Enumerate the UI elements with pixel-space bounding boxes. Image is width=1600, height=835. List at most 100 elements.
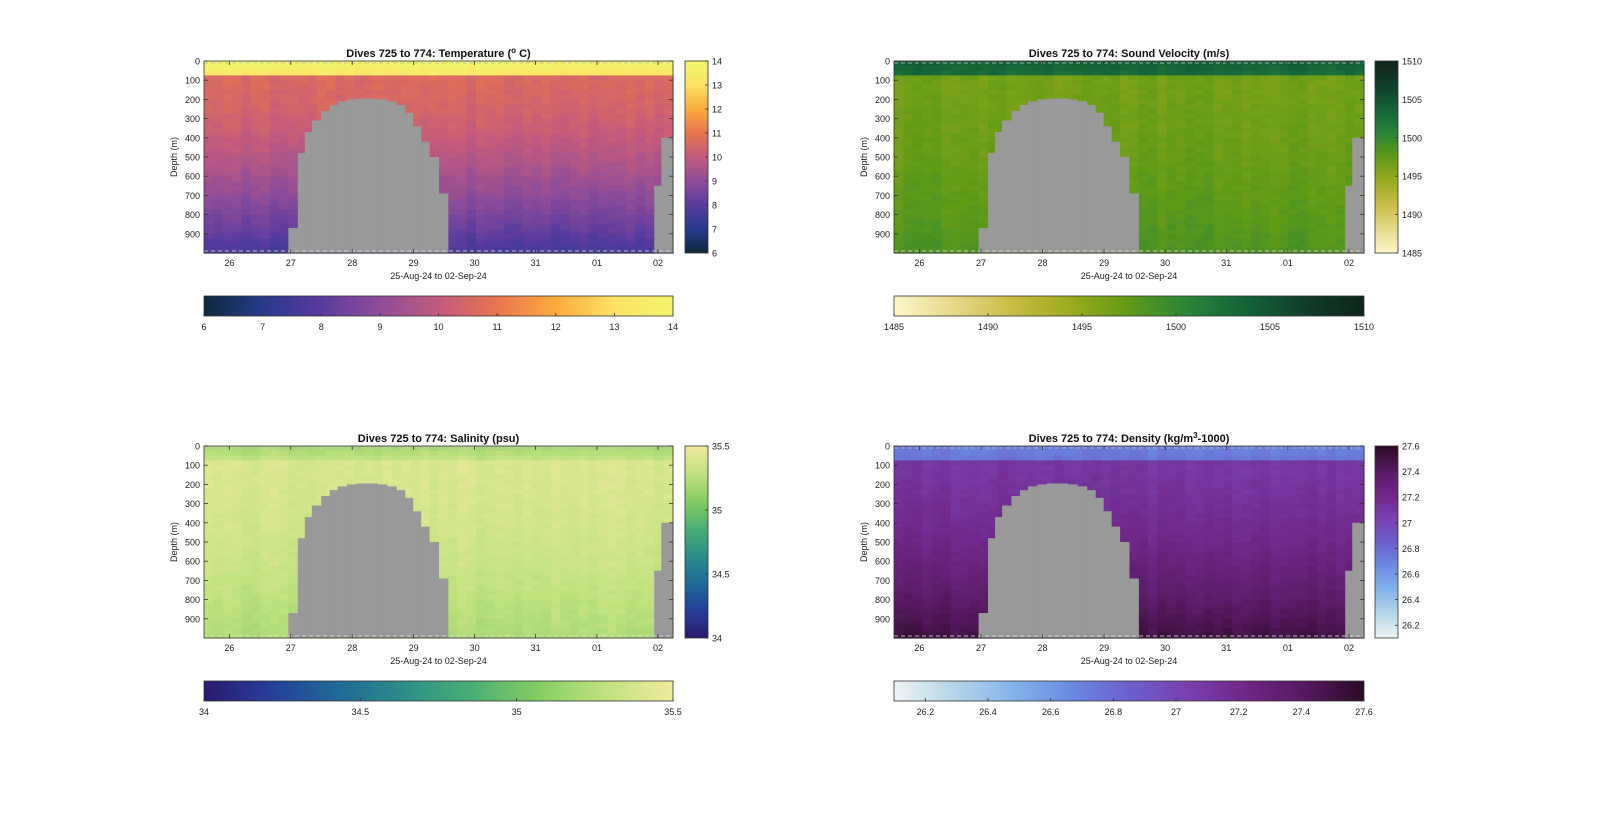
heatmap-cell	[1223, 243, 1233, 248]
heatmap-cell	[654, 104, 664, 109]
heatmap-cell	[950, 157, 960, 162]
heatmap-cell	[223, 552, 233, 557]
heatmap-cell	[298, 99, 308, 104]
heatmap-cell	[476, 114, 486, 119]
heatmap-cell	[1232, 215, 1242, 220]
heatmap-cell	[626, 191, 636, 196]
heatmap-cell	[922, 95, 932, 100]
heatmap-cell	[1242, 181, 1252, 186]
heatmap-cell	[913, 152, 923, 157]
heatmap-cell	[617, 162, 627, 167]
heatmap-cell	[1232, 133, 1242, 138]
heatmap-cell	[213, 604, 223, 609]
heatmap-cell	[279, 484, 289, 489]
heatmap-cell	[589, 114, 599, 119]
heatmap-cell	[213, 576, 223, 581]
heatmap-cell	[617, 200, 627, 205]
heatmap-cell	[439, 85, 449, 90]
heatmap-cell	[288, 547, 298, 552]
heatmap-cell	[326, 480, 336, 485]
heatmap-cell	[1289, 147, 1299, 152]
heatmap-cell	[932, 133, 942, 138]
heatmap-cell	[523, 99, 533, 104]
heatmap-cell	[532, 239, 542, 244]
heatmap-cell	[242, 604, 252, 609]
heatmap-cell	[514, 205, 524, 210]
heatmap-cell	[1167, 215, 1177, 220]
heatmap-cell	[1176, 157, 1186, 162]
heatmap-cell	[485, 71, 495, 76]
heatmap-cell	[570, 71, 580, 76]
heatmap-cell	[204, 619, 214, 624]
heatmap-cell	[448, 138, 458, 143]
heatmap-cell	[251, 143, 261, 148]
heatmap-cell	[232, 494, 242, 499]
heatmap-cell	[251, 234, 261, 239]
heatmap-cell	[589, 157, 599, 162]
heatmap-cell	[514, 215, 524, 220]
heatmap-cell	[579, 210, 589, 215]
heatmap-cell	[260, 624, 270, 629]
heatmap-cell	[288, 210, 298, 215]
heatmap-cell	[950, 128, 960, 133]
heatmap-cell	[242, 157, 252, 162]
heatmap-cell	[1232, 128, 1242, 133]
heatmap-cell	[429, 138, 439, 143]
heatmap-cell	[1355, 99, 1365, 104]
heatmap-cell	[213, 470, 223, 475]
heatmap-cell	[607, 75, 617, 80]
heatmap-cell	[1120, 61, 1130, 66]
heatmap-cell	[551, 147, 561, 152]
heatmap-cell	[589, 66, 599, 71]
heatmap-cell	[279, 499, 289, 504]
heatmap-cell	[551, 243, 561, 248]
heatmap-cell	[288, 580, 298, 585]
heatmap-cell	[1148, 152, 1158, 157]
heatmap-cell	[645, 215, 655, 220]
heatmap-cell	[1261, 167, 1271, 172]
heatmap-cell	[1242, 147, 1252, 152]
heatmap-cell	[467, 95, 477, 100]
heatmap-cell	[1232, 104, 1242, 109]
heatmap-cell	[363, 451, 373, 456]
heatmap-cell	[251, 210, 261, 215]
heatmap-cell	[1298, 176, 1308, 181]
heatmap-cell	[1232, 176, 1242, 181]
heatmap-cell	[457, 162, 467, 167]
heatmap-cell	[598, 119, 608, 124]
heatmap-cell	[1120, 133, 1130, 138]
heatmap-cell	[1138, 157, 1148, 162]
heatmap-cell	[635, 234, 645, 239]
heatmap-cell	[617, 210, 627, 215]
heatmap-cell	[1279, 80, 1289, 85]
heatmap-cell	[1298, 109, 1308, 114]
heatmap-cell	[1195, 239, 1205, 244]
heatmap-cell	[1232, 239, 1242, 244]
heatmap-cell	[1251, 186, 1261, 191]
heatmap-cell	[495, 171, 505, 176]
heatmap-cell	[242, 499, 252, 504]
heatmap-cell	[903, 167, 913, 172]
heatmap-cell	[950, 66, 960, 71]
heatmap-cell	[1167, 195, 1177, 200]
heatmap-cell	[504, 176, 514, 181]
heatmap-cell	[532, 75, 542, 80]
heatmap-cell	[645, 61, 655, 66]
heatmap-cell	[1336, 75, 1346, 80]
no-data-column	[1047, 98, 1057, 253]
heatmap-cell	[950, 239, 960, 244]
heatmap-cell	[1138, 114, 1148, 119]
heatmap-cell	[1223, 219, 1233, 224]
heatmap-cell	[598, 171, 608, 176]
heatmap-cell	[542, 99, 552, 104]
heatmap-cell	[598, 234, 608, 239]
heatmap-cell	[213, 528, 223, 533]
heatmap-cell	[223, 494, 233, 499]
heatmap-cell	[654, 75, 664, 80]
heatmap-cell	[1157, 200, 1167, 205]
heatmap-cell	[941, 138, 951, 143]
heatmap-cell	[1167, 224, 1177, 229]
heatmap-cell	[1251, 119, 1261, 124]
heatmap-cell	[251, 494, 261, 499]
heatmap-cell	[504, 123, 514, 128]
